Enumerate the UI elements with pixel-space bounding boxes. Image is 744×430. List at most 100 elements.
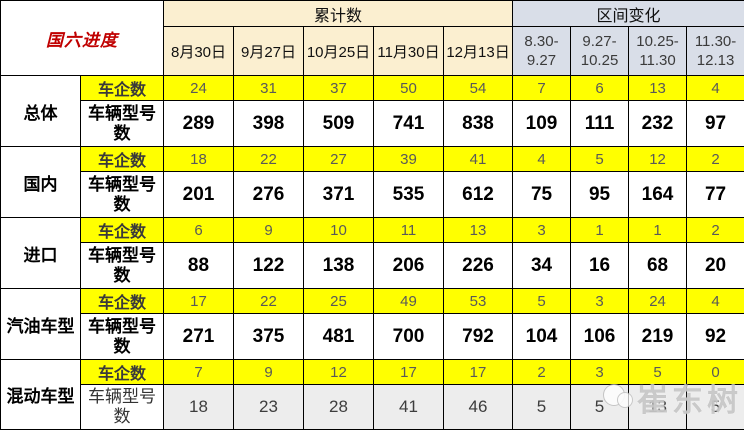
data-cell: 23 [234,385,304,430]
data-cell: 9 [234,218,304,243]
data-cell: 5 [571,385,629,430]
companies-row: 国内 车企数 18 22 27 39 41 4 5 12 2 [1,147,744,172]
data-cell: 2 [687,147,744,172]
data-cell: 2 [513,360,571,385]
companies-row: 总体 车企数 24 31 37 50 54 7 6 13 4 [1,76,744,101]
metric-label-models: 车辆型号数 [81,172,164,218]
date-column-header: 11月30日 [374,27,444,76]
data-cell: 12 [629,147,687,172]
data-cell: 276 [234,172,304,218]
data-cell: 3 [513,218,571,243]
data-cell: 24 [164,76,234,101]
data-cell: 97 [687,101,744,147]
data-cell: 481 [304,314,374,360]
models-row: 车辆型号数 289 398 509 741 838 109 111 232 97 [1,101,744,147]
data-cell: 17 [374,360,444,385]
data-cell: 18 [164,385,234,430]
data-cell: 5 [571,147,629,172]
interval-column-header: 10.25-11.30 [629,27,687,76]
data-cell: 4 [687,289,744,314]
metric-label-companies: 车企数 [81,218,164,243]
data-cell: 219 [629,314,687,360]
data-cell: 46 [444,385,513,430]
row-group-label: 汽油车型 [1,289,81,360]
data-cell: 138 [304,243,374,289]
data-cell: 535 [374,172,444,218]
data-cell: 27 [304,147,374,172]
data-cell: 13 [629,76,687,101]
data-cell: 612 [444,172,513,218]
data-cell: 5 [513,385,571,430]
data-cell: 375 [234,314,304,360]
row-group-label: 国内 [1,147,81,218]
data-cell: 792 [444,314,513,360]
data-cell: 109 [513,101,571,147]
row-group-label: 混动车型 [1,360,81,430]
data-cell: 49 [374,289,444,314]
date-column-header: 9月27日 [234,27,304,76]
data-cell: 741 [374,101,444,147]
data-cell: 7 [513,76,571,101]
row-group-label: 进口 [1,218,81,289]
data-cell: 106 [571,314,629,360]
metric-label-models: 车辆型号数 [81,314,164,360]
data-cell: 201 [164,172,234,218]
data-cell: 9 [234,360,304,385]
data-cell: 41 [374,385,444,430]
data-cell: 0 [687,360,744,385]
interval-column-header: 9.27-10.25 [571,27,629,76]
data-cell: 3 [571,360,629,385]
data-cell: 111 [571,101,629,147]
metric-label-companies: 车企数 [81,147,164,172]
data-cell: 24 [629,289,687,314]
data-cell: 10 [304,218,374,243]
data-cell: 3 [571,289,629,314]
data-cell: 13 [444,218,513,243]
data-cell: 226 [444,243,513,289]
companies-row: 混动车型 车企数 7 9 12 17 17 2 3 5 0 [1,360,744,385]
data-cell: 77 [687,172,744,218]
interval-column-header: 11.30-12.13 [687,27,744,76]
data-cell: 17 [444,360,513,385]
table-title: 国六进度 [1,1,164,76]
metric-label-models: 车辆型号数 [81,385,164,430]
data-cell: 95 [571,172,629,218]
cumulative-header: 累计数 [164,1,513,27]
data-cell: 289 [164,101,234,147]
interval-column-header: 8.30-9.27 [513,27,571,76]
data-cell: 18 [164,147,234,172]
data-cell: 88 [164,243,234,289]
data-cell: 164 [629,172,687,218]
data-cell: 28 [304,385,374,430]
data-cell: 5 [629,360,687,385]
date-column-header: 10月25日 [304,27,374,76]
data-cell: 41 [444,147,513,172]
data-cell: 1 [629,218,687,243]
data-cell: 53 [444,289,513,314]
data-cell: 509 [304,101,374,147]
data-cell: 75 [513,172,571,218]
row-group-label: 总体 [1,76,81,147]
companies-row: 汽油车型 车企数 17 22 25 49 53 5 3 24 4 [1,289,744,314]
metric-label-companies: 车企数 [81,76,164,101]
companies-row: 进口 车企数 6 9 10 11 13 3 1 1 2 [1,218,744,243]
data-cell: 50 [374,76,444,101]
models-row: 车辆型号数 271 375 481 700 792 104 106 219 92 [1,314,744,360]
data-cell: 398 [234,101,304,147]
data-cell: 700 [374,314,444,360]
data-cell: 838 [444,101,513,147]
data-cell: 25 [304,289,374,314]
data-cell: 11 [374,218,444,243]
data-cell: 16 [571,243,629,289]
metric-label-companies: 车企数 [81,289,164,314]
data-cell: 2 [687,218,744,243]
data-cell: 39 [374,147,444,172]
models-row: 车辆型号数 18 23 28 41 46 5 5 13 5 [1,385,744,430]
data-cell: 37 [304,76,374,101]
data-cell: 1 [571,218,629,243]
interval-header: 区间变化 [513,1,744,27]
data-cell: 54 [444,76,513,101]
data-cell: 122 [234,243,304,289]
data-cell: 232 [629,101,687,147]
